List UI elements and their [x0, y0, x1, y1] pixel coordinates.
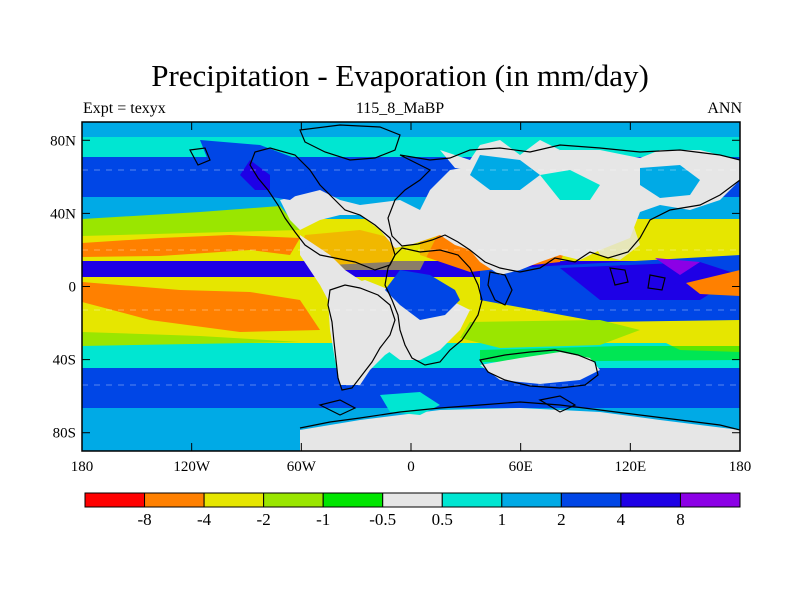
x-tick-label: 180 — [729, 459, 752, 475]
colorbar-swatch — [84, 492, 146, 508]
time-period-label: 115_8_MaBP — [355, 100, 445, 117]
colorbar-swatch — [501, 492, 562, 508]
colorbar-label: -1 — [316, 510, 330, 529]
y-tick-label: 80N — [50, 133, 76, 149]
colorbar-swatch — [144, 492, 205, 508]
colorbar-swatch — [560, 492, 622, 508]
colorbar-label: -4 — [197, 510, 212, 529]
x-tick-label: 180 — [71, 459, 94, 475]
colorbar-swatch — [620, 492, 681, 508]
colorbar-swatch — [679, 492, 741, 508]
x-tick-label: 120W — [173, 459, 211, 475]
y-tick-label: 40S — [53, 353, 76, 369]
y-tick-label: 0 — [69, 280, 77, 296]
colorbar-swatch — [441, 492, 503, 508]
colorbar-label: -0.5 — [369, 510, 396, 529]
axis-tick-labels: 180 120W 60W 0 60E 120E 180 80N 40N 0 40S 80S — [50, 133, 751, 475]
colorbar — [84, 492, 741, 508]
colorbar-label: 0.5 — [432, 510, 453, 529]
x-tick-label: 60E — [509, 459, 533, 475]
y-tick-label: 40N — [50, 206, 76, 222]
colorbar-label: 2 — [557, 510, 566, 529]
colorbar-swatch — [263, 492, 324, 508]
plot-title: Precipitation - Evaporation (in mm/day) — [151, 58, 649, 93]
x-tick-label: 60W — [287, 459, 317, 475]
axis-ticks — [81, 122, 741, 451]
colorbar-label: 4 — [617, 510, 626, 529]
colorbar-label: 1 — [498, 510, 507, 529]
x-tick-label: 0 — [407, 459, 415, 475]
colorbar-label: 8 — [676, 510, 685, 529]
colorbar-label: -2 — [257, 510, 271, 529]
precip-evap-field — [82, 122, 740, 451]
colorbar-swatch — [382, 492, 443, 508]
continent-outlines — [189, 124, 740, 431]
y-tick-label: 80S — [53, 426, 76, 442]
colorbar-labels: -8 -4 -2 -1 -0.5 0.5 1 2 4 8 — [137, 510, 684, 529]
colorbar-label: -8 — [137, 510, 151, 529]
season-label: ANN — [707, 100, 742, 117]
colorbar-swatch — [203, 492, 265, 508]
colorbar-swatch — [322, 492, 384, 508]
x-tick-label: 120E — [614, 459, 646, 475]
experiment-label: Expt = texyx — [83, 100, 166, 117]
